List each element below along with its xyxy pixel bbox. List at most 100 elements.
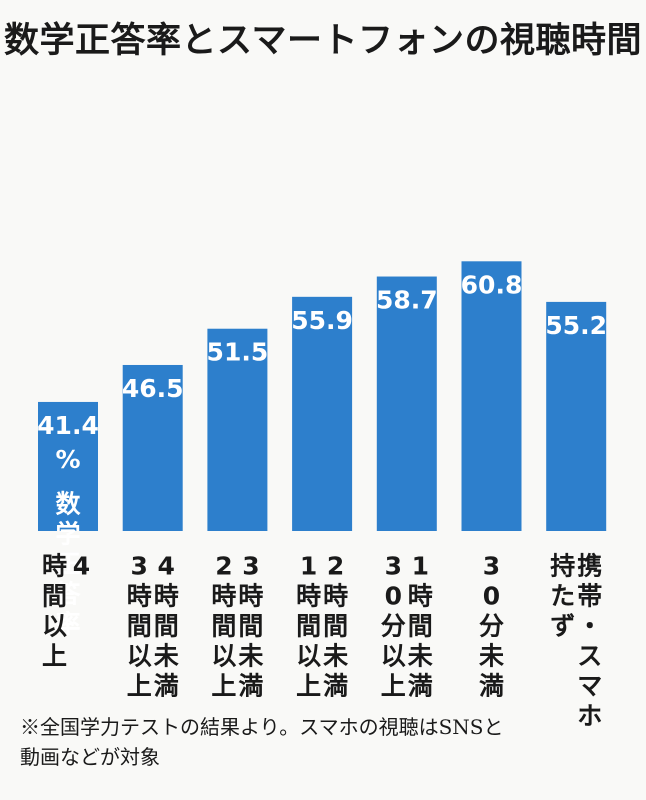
category-label-char: 時 <box>154 581 179 610</box>
category-label-char: 時 <box>323 581 348 610</box>
category-label-char: 携 <box>577 551 602 580</box>
bar <box>546 301 607 531</box>
bar <box>292 296 353 531</box>
category-label-char: 1 <box>412 551 429 580</box>
category-label: 携帯・スマホ <box>577 551 602 730</box>
category-label-char: ス <box>577 641 602 670</box>
value-label: 55.2 <box>545 311 607 340</box>
category-label-char: 帯 <box>577 581 602 610</box>
category-label-char: 以 <box>381 641 406 670</box>
category-label-char: 間 <box>211 611 236 640</box>
category-label-char: 未 <box>154 641 179 670</box>
category-label-char: 満 <box>408 671 433 700</box>
bar <box>376 276 437 531</box>
value-label: 55.9 <box>291 306 353 335</box>
bar <box>122 364 183 531</box>
category-label-char: 上 <box>211 671 236 700</box>
category-label-char: 以 <box>296 641 321 670</box>
category-label-char: 時 <box>42 551 67 580</box>
category-label-char: 上 <box>296 671 321 700</box>
category-label-char: 時 <box>211 581 236 610</box>
series-note-char: 学 <box>55 519 80 548</box>
category-label-char: 3 <box>483 551 500 580</box>
category-label-char: 間 <box>408 611 433 640</box>
bar <box>38 401 98 531</box>
category-label-char: 未 <box>323 641 348 670</box>
category-label-char: 時 <box>408 581 433 610</box>
chart-title: 数学正答率とスマートフォンの視聴時間 <box>4 21 642 61</box>
series-note-char: 数 <box>55 489 81 518</box>
category-label-char: 時 <box>127 581 152 610</box>
category-label-char: 時 <box>238 581 263 610</box>
value-label: 60.8 <box>461 270 523 299</box>
category-label-char: 満 <box>154 671 179 700</box>
series-note-char: 率 <box>55 609 80 638</box>
category-label-char: 満 <box>238 671 263 700</box>
category-label-char: 持 <box>550 551 575 580</box>
category-label-char: 間 <box>296 611 321 640</box>
category-label-char: 未 <box>238 641 263 670</box>
series-note-char: 答 <box>55 579 81 608</box>
category-label-char: 未 <box>408 641 433 670</box>
unit-label: % <box>55 445 80 474</box>
category-label-char: ホ <box>577 701 602 730</box>
series-note-char: 正 <box>55 549 80 578</box>
bar <box>207 328 268 531</box>
category-label-char: 満 <box>323 671 348 700</box>
category-label-char: 間 <box>42 581 67 610</box>
category-label-char: 2 <box>215 551 232 580</box>
value-label: 46.5 <box>122 374 184 403</box>
category-label-char: 以 <box>211 641 236 670</box>
category-label-char: 未 <box>479 641 504 670</box>
category-label-char: 3 <box>385 551 402 580</box>
footnote-line-2: 動画などが対象 <box>20 745 160 769</box>
category-label-char: 以 <box>42 611 67 640</box>
category-label-char: 分 <box>479 611 504 640</box>
category-label-char: 上 <box>42 641 67 670</box>
category-label-char: 間 <box>127 611 152 640</box>
category-label-char: 2 <box>327 551 344 580</box>
category-label-char: 上 <box>381 671 406 700</box>
series-note: 数学正答率 <box>55 489 81 638</box>
category-label-char: 時 <box>296 581 321 610</box>
category-label-char: 0 <box>385 581 402 610</box>
category-label-char: ず <box>550 611 575 640</box>
value-labels-layer: 41.4% 数学正答率 46.5 51.5 55.9 58.7 60.8 55.2 <box>37 270 607 638</box>
category-label: 4 <box>73 551 90 580</box>
category-label-char: 間 <box>323 611 348 640</box>
value-label: 51.5 <box>207 338 269 367</box>
category-label-char: マ <box>577 671 602 700</box>
category-label-char: 分 <box>381 611 406 640</box>
bar <box>461 261 522 531</box>
category-label-char: 0 <box>483 581 500 610</box>
footnote-line-1: ※全国学力テストの結果より。スマホの視聴はSNSと <box>20 715 504 739</box>
category-label-char: 上 <box>127 671 152 700</box>
value-label: 41.4 <box>37 411 99 440</box>
bars-layer <box>38 261 607 531</box>
category-label: 持たず <box>550 551 575 640</box>
category-label-char: 3 <box>130 551 147 580</box>
category-label-char: 1 <box>300 551 317 580</box>
category-label-char: た <box>550 581 575 610</box>
category-labels-layer: 4時間以上4時間未満3時間以上3時間未満2時間以上2時間未満1時間以上1時間未満… <box>42 551 602 730</box>
category-label-char: ・ <box>577 611 602 640</box>
category-label-char: 3 <box>242 551 259 580</box>
category-label-char: 以 <box>127 641 152 670</box>
category-label-char: 4 <box>157 551 174 580</box>
footnote: ※全国学力テストの結果より。スマホの視聴はSNSと 動画などが対象 <box>20 712 636 772</box>
category-label-char: 4 <box>73 551 90 580</box>
category-label-char: 満 <box>479 671 504 700</box>
value-label: 58.7 <box>376 286 438 315</box>
category-label-char: 間 <box>154 611 179 640</box>
